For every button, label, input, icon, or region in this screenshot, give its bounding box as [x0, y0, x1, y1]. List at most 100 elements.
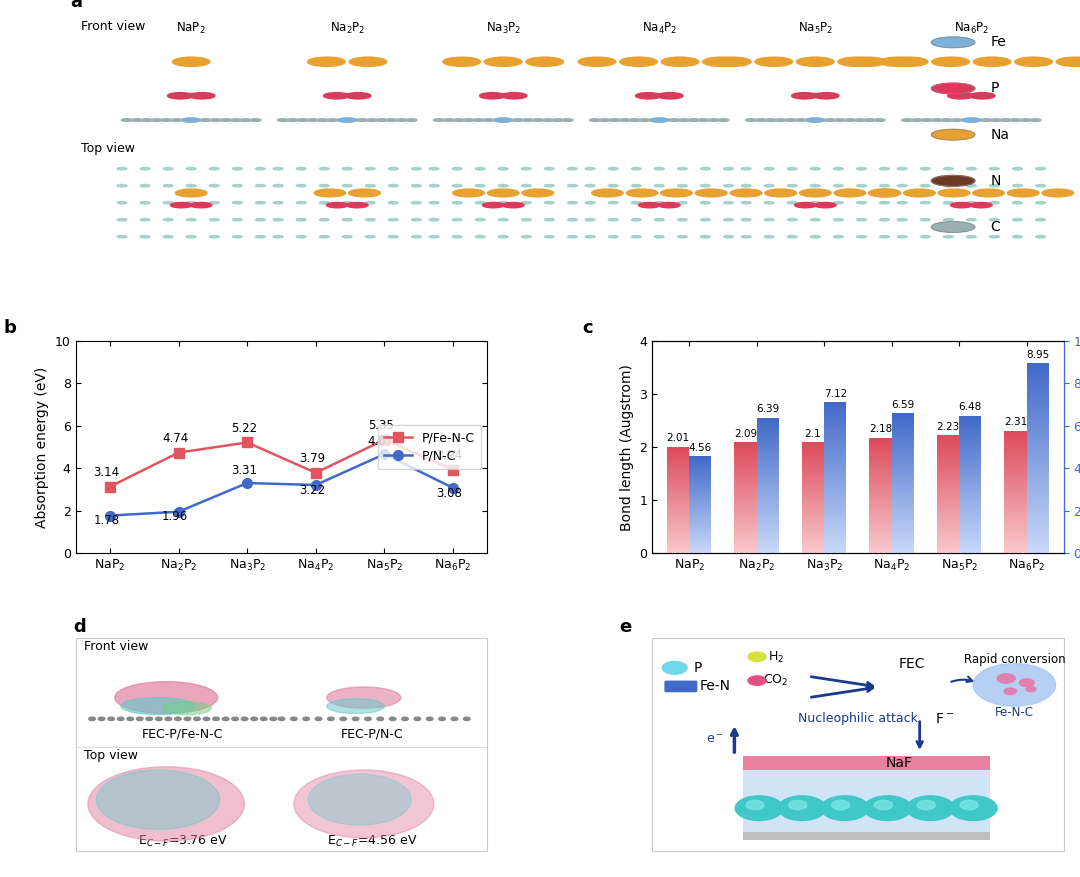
Circle shape — [429, 202, 438, 204]
Circle shape — [943, 218, 954, 221]
Circle shape — [724, 184, 733, 187]
Bar — [689, 474, 712, 476]
Bar — [1027, 423, 1049, 425]
Bar — [801, 459, 824, 460]
Circle shape — [849, 57, 887, 67]
Bar — [757, 499, 779, 501]
Bar — [757, 510, 779, 511]
Bar — [801, 530, 824, 531]
Bar — [869, 464, 892, 465]
Bar — [1004, 437, 1027, 438]
Circle shape — [453, 202, 462, 204]
Bar — [892, 517, 914, 518]
Ellipse shape — [114, 681, 218, 714]
Bar — [1004, 438, 1027, 440]
Bar — [689, 513, 712, 515]
Bar — [937, 551, 959, 552]
Text: 2.23: 2.23 — [936, 422, 960, 431]
P/Fe-N-C — [172, 447, 185, 458]
Text: 3.22: 3.22 — [299, 483, 325, 496]
Bar — [1027, 523, 1049, 524]
Circle shape — [967, 202, 976, 204]
Circle shape — [473, 118, 484, 121]
Text: e: e — [619, 618, 632, 636]
Bar — [959, 488, 982, 489]
Circle shape — [127, 717, 134, 721]
Circle shape — [834, 184, 843, 187]
Bar — [892, 522, 914, 524]
Circle shape — [834, 236, 843, 238]
Circle shape — [1000, 118, 1011, 121]
Bar — [1027, 510, 1049, 513]
Bar — [689, 534, 712, 535]
Bar — [824, 472, 847, 474]
Bar — [1027, 409, 1049, 410]
Bar — [869, 500, 892, 502]
Circle shape — [173, 57, 210, 67]
Circle shape — [795, 203, 816, 208]
Circle shape — [943, 202, 954, 204]
Circle shape — [608, 202, 618, 204]
Bar — [892, 545, 914, 546]
Bar — [824, 476, 847, 478]
Bar — [757, 457, 779, 459]
Bar — [743, 831, 989, 840]
Bar — [734, 513, 757, 515]
Bar — [757, 540, 779, 541]
Circle shape — [879, 218, 890, 221]
Bar — [824, 452, 847, 453]
Bar — [1004, 531, 1027, 532]
Bar — [801, 480, 824, 481]
Bar — [801, 449, 824, 450]
Bar — [937, 438, 959, 439]
Circle shape — [981, 118, 991, 121]
Bar — [959, 473, 982, 474]
Bar — [1004, 539, 1027, 541]
Circle shape — [943, 236, 954, 238]
Bar — [757, 548, 779, 550]
Bar — [667, 466, 689, 467]
Circle shape — [287, 118, 298, 121]
Circle shape — [677, 168, 687, 170]
Bar — [757, 514, 779, 516]
Ellipse shape — [294, 770, 434, 838]
Circle shape — [376, 118, 388, 121]
Bar — [1027, 394, 1049, 396]
Bar — [824, 416, 847, 417]
Bar — [937, 467, 959, 469]
Circle shape — [701, 218, 711, 221]
Bar — [869, 520, 892, 522]
Circle shape — [183, 118, 200, 122]
Ellipse shape — [327, 699, 384, 714]
Bar — [869, 546, 892, 547]
Text: Nucleophilic attack: Nucleophilic attack — [798, 712, 918, 725]
Circle shape — [122, 118, 133, 121]
Bar — [869, 455, 892, 456]
Bar — [689, 527, 712, 528]
Bar — [937, 543, 959, 545]
Bar — [869, 511, 892, 513]
Circle shape — [163, 236, 173, 238]
Circle shape — [787, 218, 797, 221]
Bar — [757, 430, 779, 431]
Circle shape — [920, 218, 930, 221]
Circle shape — [626, 189, 658, 196]
Bar — [667, 544, 689, 545]
Bar — [689, 541, 712, 543]
Circle shape — [775, 118, 786, 121]
Text: P: P — [990, 82, 999, 96]
Bar — [667, 516, 689, 517]
Bar — [689, 544, 712, 545]
Bar — [757, 521, 779, 523]
Bar — [1027, 530, 1049, 532]
Bar — [937, 530, 959, 531]
Circle shape — [701, 202, 711, 204]
Text: d: d — [73, 618, 86, 636]
Bar — [892, 460, 914, 462]
Circle shape — [748, 652, 766, 661]
Circle shape — [609, 118, 620, 121]
Bar — [689, 521, 712, 522]
Bar — [1027, 470, 1049, 473]
Text: e$^-$: e$^-$ — [706, 732, 724, 745]
Bar — [937, 491, 959, 493]
